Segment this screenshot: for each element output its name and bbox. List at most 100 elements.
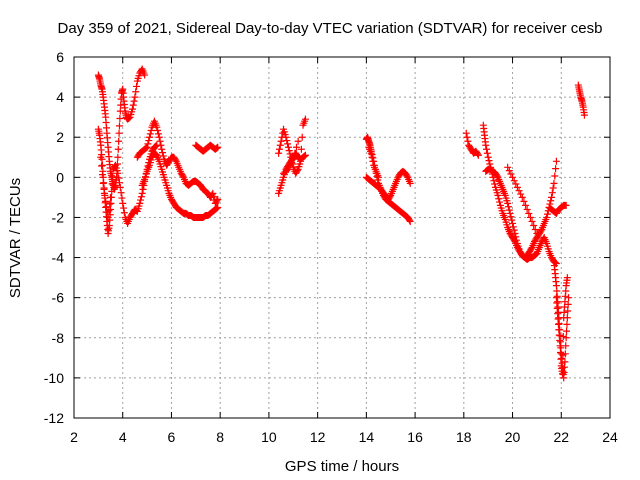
- data-point-marker: [494, 191, 502, 199]
- data-point-marker: [286, 150, 294, 158]
- data-point-marker: [522, 201, 530, 209]
- data-point-marker: [369, 157, 377, 165]
- data-point-marker: [284, 143, 292, 151]
- data-point-marker: [275, 149, 283, 157]
- x-tick-label: 18: [456, 429, 472, 445]
- data-point-marker: [210, 193, 218, 201]
- data-point-marker: [505, 167, 513, 175]
- data-point-marker: [506, 209, 514, 217]
- data-point-marker: [518, 193, 526, 201]
- data-point-marker: [298, 133, 306, 141]
- data-point-marker: [293, 143, 301, 151]
- data-point-marker: [277, 137, 285, 145]
- data-point-marker: [100, 185, 108, 193]
- data-point-marker: [483, 149, 491, 157]
- data-point-marker: [552, 157, 560, 165]
- data-point-marker: [118, 194, 126, 202]
- data-point-marker: [114, 169, 122, 177]
- y-tick-label: -10: [44, 370, 64, 386]
- data-point-marker: [213, 197, 221, 205]
- data-point-marker: [138, 189, 146, 197]
- data-point-marker: [115, 129, 123, 137]
- x-tick-label: 10: [261, 429, 277, 445]
- data-point-marker: [102, 197, 110, 205]
- y-tick-label: 4: [56, 89, 64, 105]
- data-point-marker: [557, 355, 565, 363]
- data-point-marker: [120, 209, 128, 217]
- data-point-marker: [209, 189, 217, 197]
- data-point-marker: [103, 208, 111, 216]
- data-point-marker: [98, 171, 106, 179]
- data-point-marker: [547, 197, 555, 205]
- data-point-marker: [559, 351, 567, 359]
- data-point-marker: [141, 71, 149, 79]
- data-point-marker: [114, 145, 122, 153]
- data-point-marker: [562, 201, 570, 209]
- data-point-marker: [142, 144, 150, 152]
- data-point-marker: [513, 236, 521, 244]
- y-tick-label: -8: [52, 330, 65, 346]
- data-point-marker: [294, 137, 302, 145]
- data-point-marker: [98, 161, 106, 169]
- data-point-marker: [132, 88, 140, 96]
- x-tick-label: 22: [553, 429, 569, 445]
- data-point-marker: [507, 170, 515, 178]
- y-tick-label: 6: [56, 49, 64, 65]
- data-point-marker: [543, 210, 551, 218]
- data-point-marker: [124, 115, 132, 123]
- data-point-marker: [491, 180, 499, 188]
- data-point-marker: [563, 274, 571, 282]
- data-point-marker: [523, 205, 531, 213]
- data-point-marker: [464, 137, 472, 145]
- data-point-marker: [146, 130, 154, 138]
- chart-title: Day 359 of 2021, Sidereal Day-to-day VTE…: [58, 20, 603, 37]
- data-point-marker: [286, 162, 294, 170]
- data-point-marker: [111, 163, 119, 171]
- data-point-marker: [139, 185, 147, 193]
- data-point-marker: [153, 123, 161, 131]
- data-point-marker: [528, 217, 536, 225]
- data-point-marker: [159, 149, 167, 157]
- data-point-marker: [520, 197, 528, 205]
- data-point-marker: [406, 217, 414, 225]
- data-point-marker: [301, 152, 309, 160]
- data-point-marker: [137, 196, 145, 204]
- data-point-marker: [98, 162, 106, 170]
- data-point-marker: [368, 153, 376, 161]
- data-point-marker: [106, 200, 114, 208]
- data-point-marker: [214, 203, 222, 211]
- data-point-marker: [285, 147, 293, 155]
- data-point-marker: [117, 189, 125, 197]
- data-point-marker: [552, 165, 560, 173]
- y-tick-label: 2: [56, 129, 64, 145]
- data-point-marker: [485, 157, 493, 165]
- data-point-marker: [556, 342, 564, 350]
- data-point-marker: [537, 227, 545, 235]
- data-point-marker: [504, 203, 512, 211]
- data-point-marker: [484, 153, 492, 161]
- data-point-marker: [147, 127, 155, 135]
- data-point-marker: [550, 179, 558, 187]
- data-point-marker: [145, 137, 153, 145]
- data-point-marker: [565, 294, 573, 302]
- data-point-marker: [120, 204, 128, 212]
- data-point-marker: [154, 130, 162, 138]
- data-point-marker: [97, 153, 105, 161]
- data-point-marker: [291, 149, 299, 157]
- data-point-marker: [300, 153, 308, 161]
- data-point-marker: [513, 183, 521, 191]
- data-point-marker: [130, 97, 138, 105]
- data-point-marker: [403, 172, 411, 180]
- data-point-marker: [108, 187, 116, 195]
- data-point-marker: [525, 209, 533, 217]
- data-point-marker: [283, 167, 291, 175]
- data-point-marker: [283, 137, 291, 145]
- data-point-marker: [509, 223, 517, 231]
- data-point-marker: [115, 122, 123, 130]
- data-point-marker: [512, 180, 520, 188]
- data-point-marker: [490, 177, 498, 185]
- data-point-marker: [212, 205, 220, 213]
- data-point-marker: [533, 229, 541, 237]
